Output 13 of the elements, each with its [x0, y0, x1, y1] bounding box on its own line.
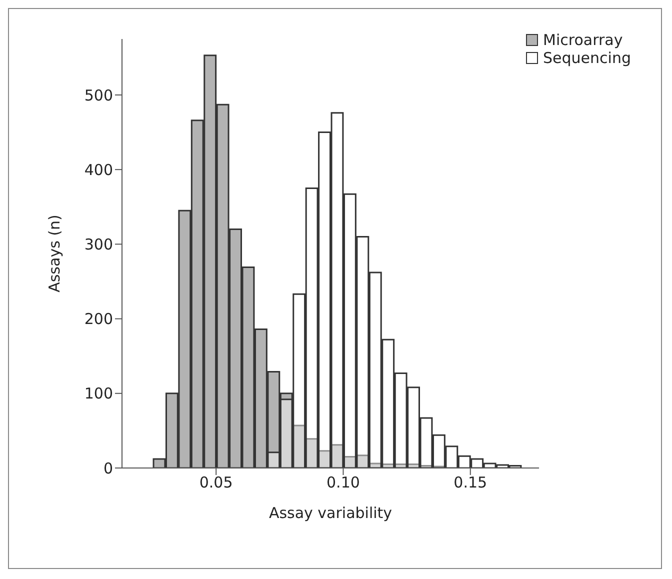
- y-tick-label: 200: [84, 310, 113, 328]
- x-tick-label: 0.10: [326, 474, 360, 492]
- x-tick-label: 0.05: [199, 474, 233, 492]
- legend-label: Microarray: [543, 31, 623, 49]
- y-tick-label: 400: [84, 160, 113, 179]
- y-tick-label: 500: [84, 86, 113, 104]
- y-axis-title: Assays (n): [45, 214, 64, 292]
- x-axis-title: Assay variability: [268, 504, 392, 522]
- legend-label: Sequencing: [543, 49, 631, 67]
- y-tick-label: 100: [84, 384, 113, 403]
- x-tick-label: 0.15: [454, 474, 488, 492]
- y-tick-label: 0: [103, 459, 113, 478]
- y-tick-label: 300: [84, 236, 113, 254]
